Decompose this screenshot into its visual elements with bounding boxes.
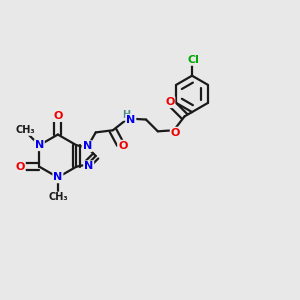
Text: O: O xyxy=(171,128,180,138)
Text: N: N xyxy=(34,140,44,150)
Text: O: O xyxy=(165,97,175,107)
Text: N: N xyxy=(82,141,92,151)
Text: N: N xyxy=(126,115,135,125)
Text: N: N xyxy=(53,172,62,182)
Text: O: O xyxy=(53,111,62,121)
Text: Cl: Cl xyxy=(188,55,200,65)
Text: N: N xyxy=(84,161,93,171)
Text: H: H xyxy=(122,110,130,120)
Text: O: O xyxy=(16,162,25,172)
Text: CH₃: CH₃ xyxy=(15,125,35,135)
Text: O: O xyxy=(118,141,128,151)
Text: CH₃: CH₃ xyxy=(48,192,68,203)
